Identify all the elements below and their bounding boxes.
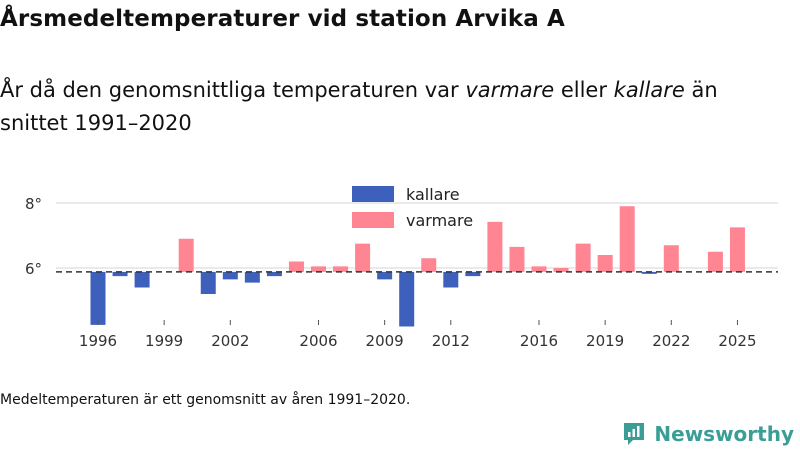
footnote: Medeltemperaturen är ett genomsnitt av å… xyxy=(0,392,411,408)
bar-2010 xyxy=(399,271,415,327)
x-tick-label: 2009 xyxy=(366,332,404,350)
x-tick-label: 1999 xyxy=(145,332,183,350)
x-tick-label: 1996 xyxy=(79,332,117,350)
x-tick-label: 2006 xyxy=(299,332,337,350)
legend-label-cold: kallare xyxy=(406,185,460,204)
x-tick-label: 2012 xyxy=(432,332,470,350)
bar-2013 xyxy=(465,271,481,277)
newsworthy-logo: Newsworthy xyxy=(622,421,794,447)
x-tick-label: 2016 xyxy=(520,332,558,350)
legend-label-warm: varmare xyxy=(406,211,473,230)
subtitle-warm-word: varmare xyxy=(465,78,555,102)
x-tick-label: 2022 xyxy=(652,332,690,350)
bar-2018 xyxy=(575,243,591,272)
subtitle-start: År då den genomsnittliga temperaturen va… xyxy=(0,78,466,102)
x-tick-label: 2019 xyxy=(586,332,624,350)
x-tick-label: 2025 xyxy=(718,332,756,350)
bar-2025 xyxy=(729,227,745,272)
temperature-bar-chart: 6° 8° 1996 1999 2002 2006 2009 2012 2016 2019 2022… xyxy=(25,185,778,350)
bar-2000 xyxy=(178,238,194,272)
brand-name: Newsworthy xyxy=(654,422,794,446)
y-tick-label: 6° xyxy=(25,260,42,278)
y-tick-label: 8° xyxy=(25,195,42,213)
subtitle-mid: eller xyxy=(554,78,614,102)
bar-2015 xyxy=(509,246,525,272)
bar-2024 xyxy=(707,251,723,272)
bar-2009 xyxy=(377,271,393,280)
subtitle-cold-word: kallare xyxy=(613,78,685,102)
bar-2022 xyxy=(663,245,679,272)
newsworthy-chart-icon xyxy=(624,423,645,445)
bar-2017 xyxy=(553,268,569,272)
bar-1998 xyxy=(134,271,150,288)
bar-2007 xyxy=(333,266,349,272)
bar-2001 xyxy=(200,271,216,294)
bar-2004 xyxy=(266,271,282,277)
bar-1997 xyxy=(112,271,128,277)
bar-2019 xyxy=(597,255,613,272)
bar-2016 xyxy=(531,266,547,272)
bar-2020 xyxy=(619,206,635,272)
bar-2021 xyxy=(641,271,657,274)
bar-2002 xyxy=(222,271,238,280)
subtitle-end: än snittet 1991–2020 xyxy=(0,78,718,135)
chart-title: Årsmedeltemperaturer vid station Arvika … xyxy=(0,6,565,32)
bar-2003 xyxy=(244,271,260,283)
legend-swatch-cold xyxy=(352,186,394,202)
bar-2005 xyxy=(288,261,304,272)
x-tick-label: 2002 xyxy=(211,332,249,350)
bar-2014 xyxy=(487,221,503,272)
legend-swatch-warm xyxy=(352,212,394,228)
bar-2006 xyxy=(311,266,326,272)
chart-subtitle: År då den genomsnittliga temperaturen va… xyxy=(0,74,780,140)
bar-2012 xyxy=(443,271,459,288)
bar-2008 xyxy=(355,243,371,272)
bar-1996 xyxy=(90,271,106,325)
bar-2011 xyxy=(421,258,437,272)
